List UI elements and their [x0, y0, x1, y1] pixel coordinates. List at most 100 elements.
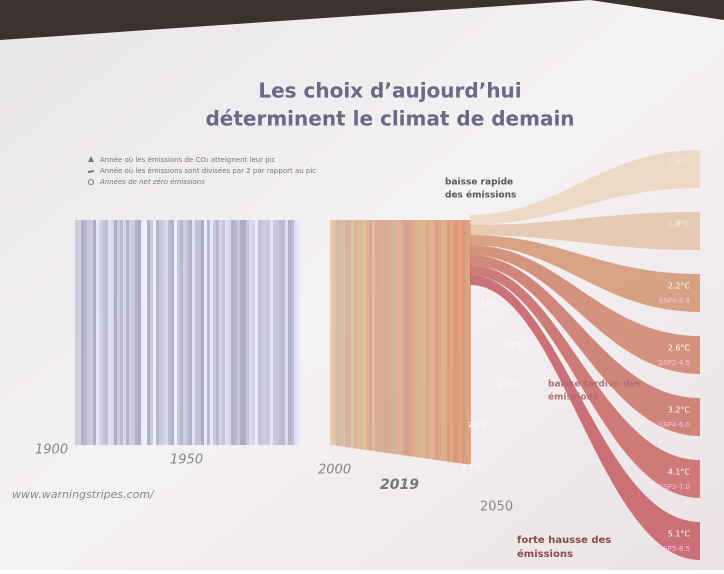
- stripe: [429, 220, 432, 460]
- stripe: [135, 220, 138, 445]
- stripe: [396, 220, 399, 455]
- axis-label: 1900: [35, 443, 68, 458]
- stripe: [219, 220, 222, 445]
- stripe: [336, 220, 339, 446]
- stripe: [285, 220, 288, 445]
- stripe: [435, 220, 438, 460]
- stripe: [222, 220, 225, 445]
- stripe: [453, 220, 456, 463]
- stripe: [267, 220, 270, 445]
- stripe: [201, 220, 204, 445]
- stripe: [441, 220, 444, 461]
- stripe: [159, 220, 162, 445]
- stripe: [255, 220, 258, 445]
- stripe: [351, 220, 354, 448]
- mid-temp: 2.0°C: [503, 341, 523, 349]
- scenario-group: des émissions: [445, 190, 516, 201]
- stripe: [447, 220, 450, 462]
- legend-text: Année où les émissions de CO₂ atteignent…: [100, 156, 276, 164]
- mid-temp: 1.9°C: [480, 299, 500, 307]
- stripe: [102, 220, 105, 445]
- stripe: [372, 220, 375, 451]
- stripe: [420, 220, 423, 458]
- stripe: [75, 220, 78, 445]
- stripe: [165, 220, 168, 445]
- mid-temp: 2.2°C: [468, 421, 488, 429]
- stripe: [252, 220, 255, 445]
- stripe: [156, 220, 159, 445]
- stripe: [426, 220, 429, 459]
- stripe: [378, 220, 381, 452]
- stripe: [84, 220, 87, 445]
- stripe: [177, 220, 180, 445]
- mid-temp: 2.5°C: [462, 463, 482, 471]
- stripe: [405, 220, 408, 456]
- axis-label: 2000: [318, 463, 351, 478]
- stripe: [162, 220, 165, 445]
- branch-code: SSP5-8.5: [659, 545, 690, 553]
- stripe: [210, 220, 213, 445]
- stripe: [150, 220, 153, 445]
- stripe: [417, 220, 420, 458]
- warming-stripes: [75, 220, 471, 465]
- branch: [470, 265, 700, 498]
- branch-code: SSP2-4.5: [659, 359, 690, 367]
- legend-dash: [87, 170, 95, 173]
- stripe: [408, 220, 411, 457]
- stripe: [462, 220, 465, 464]
- stripe: [141, 220, 144, 445]
- branch-temp: 3.2°C: [668, 406, 691, 415]
- stripe: [444, 220, 447, 462]
- stripe: [87, 220, 90, 445]
- stripe: [450, 220, 453, 463]
- stripe: [432, 220, 435, 460]
- axis-label: 1950: [170, 453, 203, 468]
- scenario-branches: 1.5°C 1.8°C 2.2°C SSP4-3.4 2.6°C SSP2-4.5 3.2°…: [462, 150, 700, 560]
- stripe: [366, 220, 369, 451]
- scenario-group: baisse rapide: [445, 178, 513, 188]
- stripe: [246, 220, 249, 445]
- stripe: [240, 220, 243, 445]
- stripe: [291, 220, 294, 445]
- stripe: [363, 220, 366, 450]
- scenario-group: baisse tardive des: [548, 380, 641, 390]
- stripe: [225, 220, 228, 445]
- stripe: [354, 220, 357, 449]
- branch-code: SSP3-7.0: [659, 483, 690, 491]
- stripe: [123, 220, 126, 445]
- stripe: [345, 220, 348, 448]
- stripe: [192, 220, 195, 445]
- stripe: [468, 220, 471, 465]
- stripe: [381, 220, 384, 453]
- stripe: [342, 220, 345, 447]
- stripe: [138, 220, 141, 445]
- stripe: [90, 220, 93, 445]
- stripe: [258, 220, 261, 445]
- branch-temp: 4.1°C: [668, 468, 691, 477]
- stripe: [168, 220, 171, 445]
- stripe: [276, 220, 279, 445]
- legend-circle: [88, 179, 94, 185]
- stripe: [282, 220, 285, 445]
- scenario-group: émissions: [517, 548, 573, 560]
- stripe: [456, 220, 459, 463]
- mid-temp: 2.1°C: [498, 381, 518, 389]
- stripe: [93, 220, 96, 445]
- stripe: [78, 220, 81, 445]
- stripe: [105, 220, 108, 445]
- branch: [470, 150, 700, 225]
- stripe: [339, 220, 342, 447]
- stripe: [393, 220, 396, 454]
- stripe: [375, 220, 378, 452]
- stripe: [114, 220, 117, 445]
- source: www.warningstripes.com/: [12, 488, 155, 501]
- branch: [470, 235, 700, 312]
- stripe: [183, 220, 186, 445]
- stripe: [330, 220, 333, 445]
- stripe: [99, 220, 102, 445]
- stripe: [108, 220, 111, 445]
- stripe: [204, 220, 207, 445]
- stripe: [297, 220, 300, 445]
- stripe: [195, 220, 198, 445]
- stripe: [126, 220, 129, 445]
